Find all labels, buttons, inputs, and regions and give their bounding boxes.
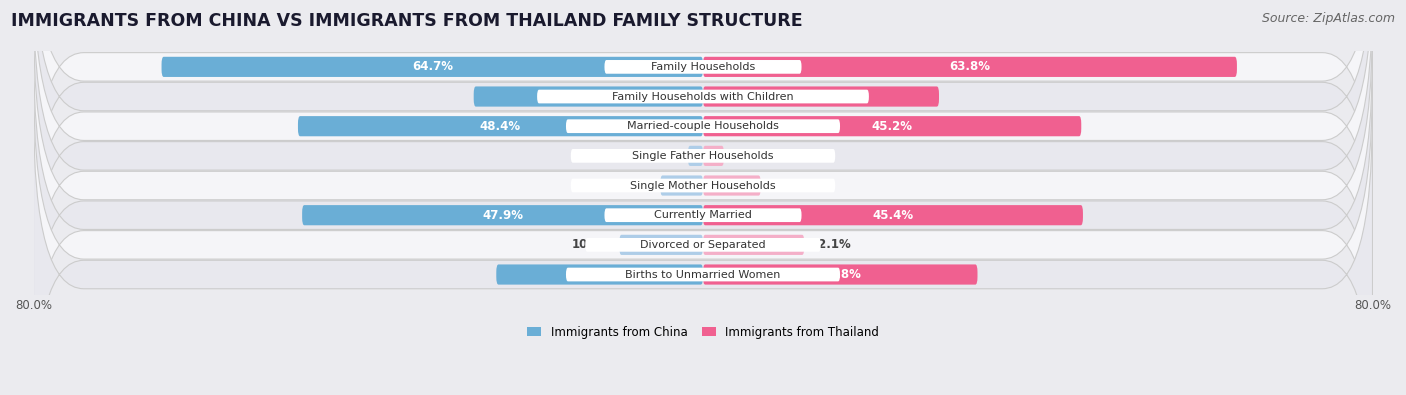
FancyBboxPatch shape [34, 81, 1372, 395]
Text: 45.4%: 45.4% [872, 209, 914, 222]
Text: Source: ZipAtlas.com: Source: ZipAtlas.com [1261, 12, 1395, 25]
FancyBboxPatch shape [605, 60, 801, 74]
Text: 47.9%: 47.9% [482, 209, 523, 222]
FancyBboxPatch shape [34, 0, 1372, 260]
FancyBboxPatch shape [703, 87, 939, 107]
Legend: Immigrants from China, Immigrants from Thailand: Immigrants from China, Immigrants from T… [522, 321, 884, 343]
Text: 64.7%: 64.7% [412, 60, 453, 73]
Text: Divorced or Separated: Divorced or Separated [640, 240, 766, 250]
FancyBboxPatch shape [619, 235, 703, 255]
Text: IMMIGRANTS FROM CHINA VS IMMIGRANTS FROM THAILAND FAMILY STRUCTURE: IMMIGRANTS FROM CHINA VS IMMIGRANTS FROM… [11, 12, 803, 30]
FancyBboxPatch shape [703, 116, 1081, 136]
FancyBboxPatch shape [703, 146, 724, 166]
FancyBboxPatch shape [605, 208, 801, 222]
FancyBboxPatch shape [34, 51, 1372, 379]
FancyBboxPatch shape [474, 87, 703, 107]
FancyBboxPatch shape [585, 238, 821, 252]
FancyBboxPatch shape [567, 119, 839, 133]
FancyBboxPatch shape [302, 205, 703, 225]
FancyBboxPatch shape [703, 264, 977, 285]
FancyBboxPatch shape [34, 111, 1372, 395]
FancyBboxPatch shape [298, 116, 703, 136]
Text: Currently Married: Currently Married [654, 210, 752, 220]
Text: 2.5%: 2.5% [731, 149, 763, 162]
FancyBboxPatch shape [703, 235, 804, 255]
Text: 32.8%: 32.8% [820, 268, 860, 281]
FancyBboxPatch shape [34, 0, 1372, 320]
FancyBboxPatch shape [571, 179, 835, 192]
Text: Single Father Households: Single Father Households [633, 151, 773, 161]
FancyBboxPatch shape [162, 57, 703, 77]
FancyBboxPatch shape [567, 268, 839, 281]
Text: 6.9%: 6.9% [768, 179, 800, 192]
FancyBboxPatch shape [703, 175, 761, 196]
FancyBboxPatch shape [537, 90, 869, 103]
Text: Married-couple Households: Married-couple Households [627, 121, 779, 131]
Text: 27.4%: 27.4% [568, 90, 609, 103]
Text: 63.8%: 63.8% [949, 60, 990, 73]
Text: 1.8%: 1.8% [648, 149, 682, 162]
FancyBboxPatch shape [688, 146, 703, 166]
Text: 12.1%: 12.1% [811, 238, 852, 251]
Text: 24.7%: 24.7% [579, 268, 620, 281]
Text: Births to Unmarried Women: Births to Unmarried Women [626, 269, 780, 280]
FancyBboxPatch shape [571, 149, 835, 163]
FancyBboxPatch shape [661, 175, 703, 196]
Text: 45.2%: 45.2% [872, 120, 912, 133]
Text: 10.0%: 10.0% [572, 238, 613, 251]
FancyBboxPatch shape [703, 57, 1237, 77]
FancyBboxPatch shape [34, 0, 1372, 231]
Text: 28.2%: 28.2% [800, 90, 841, 103]
FancyBboxPatch shape [34, 0, 1372, 290]
Text: Family Households: Family Households [651, 62, 755, 72]
Text: Single Mother Households: Single Mother Households [630, 181, 776, 190]
Text: Family Households with Children: Family Households with Children [612, 92, 794, 102]
Text: 5.1%: 5.1% [621, 179, 654, 192]
FancyBboxPatch shape [496, 264, 703, 285]
FancyBboxPatch shape [34, 22, 1372, 349]
FancyBboxPatch shape [703, 205, 1083, 225]
Text: 48.4%: 48.4% [479, 120, 522, 133]
